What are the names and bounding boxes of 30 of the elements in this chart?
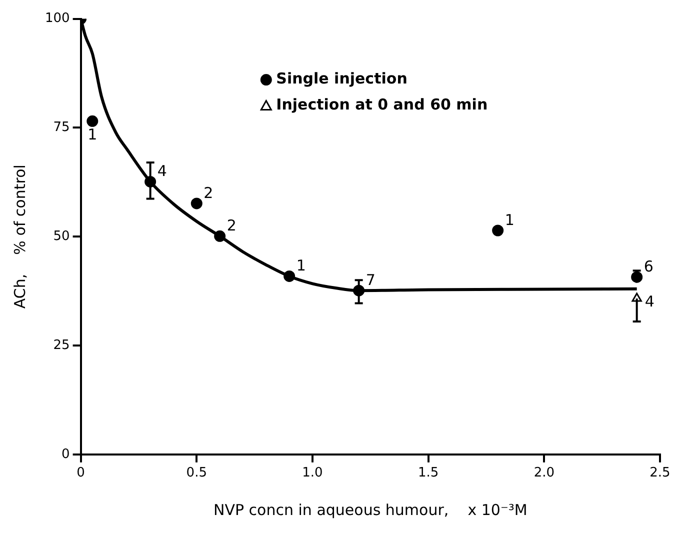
x-tick-label: 2.5: [650, 466, 670, 481]
point: [492, 224, 504, 236]
y-axis-title: ACh, % of control: [10, 164, 29, 309]
y-tick-label: 25: [53, 338, 70, 353]
x-tick-label: 0: [76, 466, 85, 481]
point: [631, 271, 643, 283]
y-tick-label: 75: [53, 120, 70, 136]
y-tick-label: 50: [53, 228, 70, 244]
annotation: 1: [504, 210, 514, 229]
legend-label: Injection at 0 and 60 min: [276, 96, 488, 114]
annotation: 6: [644, 258, 654, 276]
x-tick-label: 2.0: [534, 466, 555, 481]
annotation: 4: [157, 162, 167, 180]
point: [190, 198, 202, 210]
legend-label: Single injection: [276, 70, 408, 88]
annotation: 2: [204, 184, 214, 202]
x-tick-label: 1.5: [418, 466, 439, 481]
annotation: 1: [88, 126, 98, 144]
annotation: 4: [644, 292, 654, 310]
y-tick-label: 0: [62, 446, 70, 462]
x-axis-title: NVP concn in aqueous humour, x 10⁻³M: [213, 500, 528, 519]
point: [214, 230, 226, 242]
annotation: 2: [226, 216, 236, 235]
x-tick-label: 1.0: [302, 466, 323, 481]
point: [284, 270, 296, 282]
annotation: 1: [296, 256, 306, 275]
x-tick-label: 0.5: [186, 466, 207, 481]
point: [86, 115, 98, 127]
annotation: 7: [366, 271, 376, 290]
y-tick-label: 100: [44, 11, 70, 26]
